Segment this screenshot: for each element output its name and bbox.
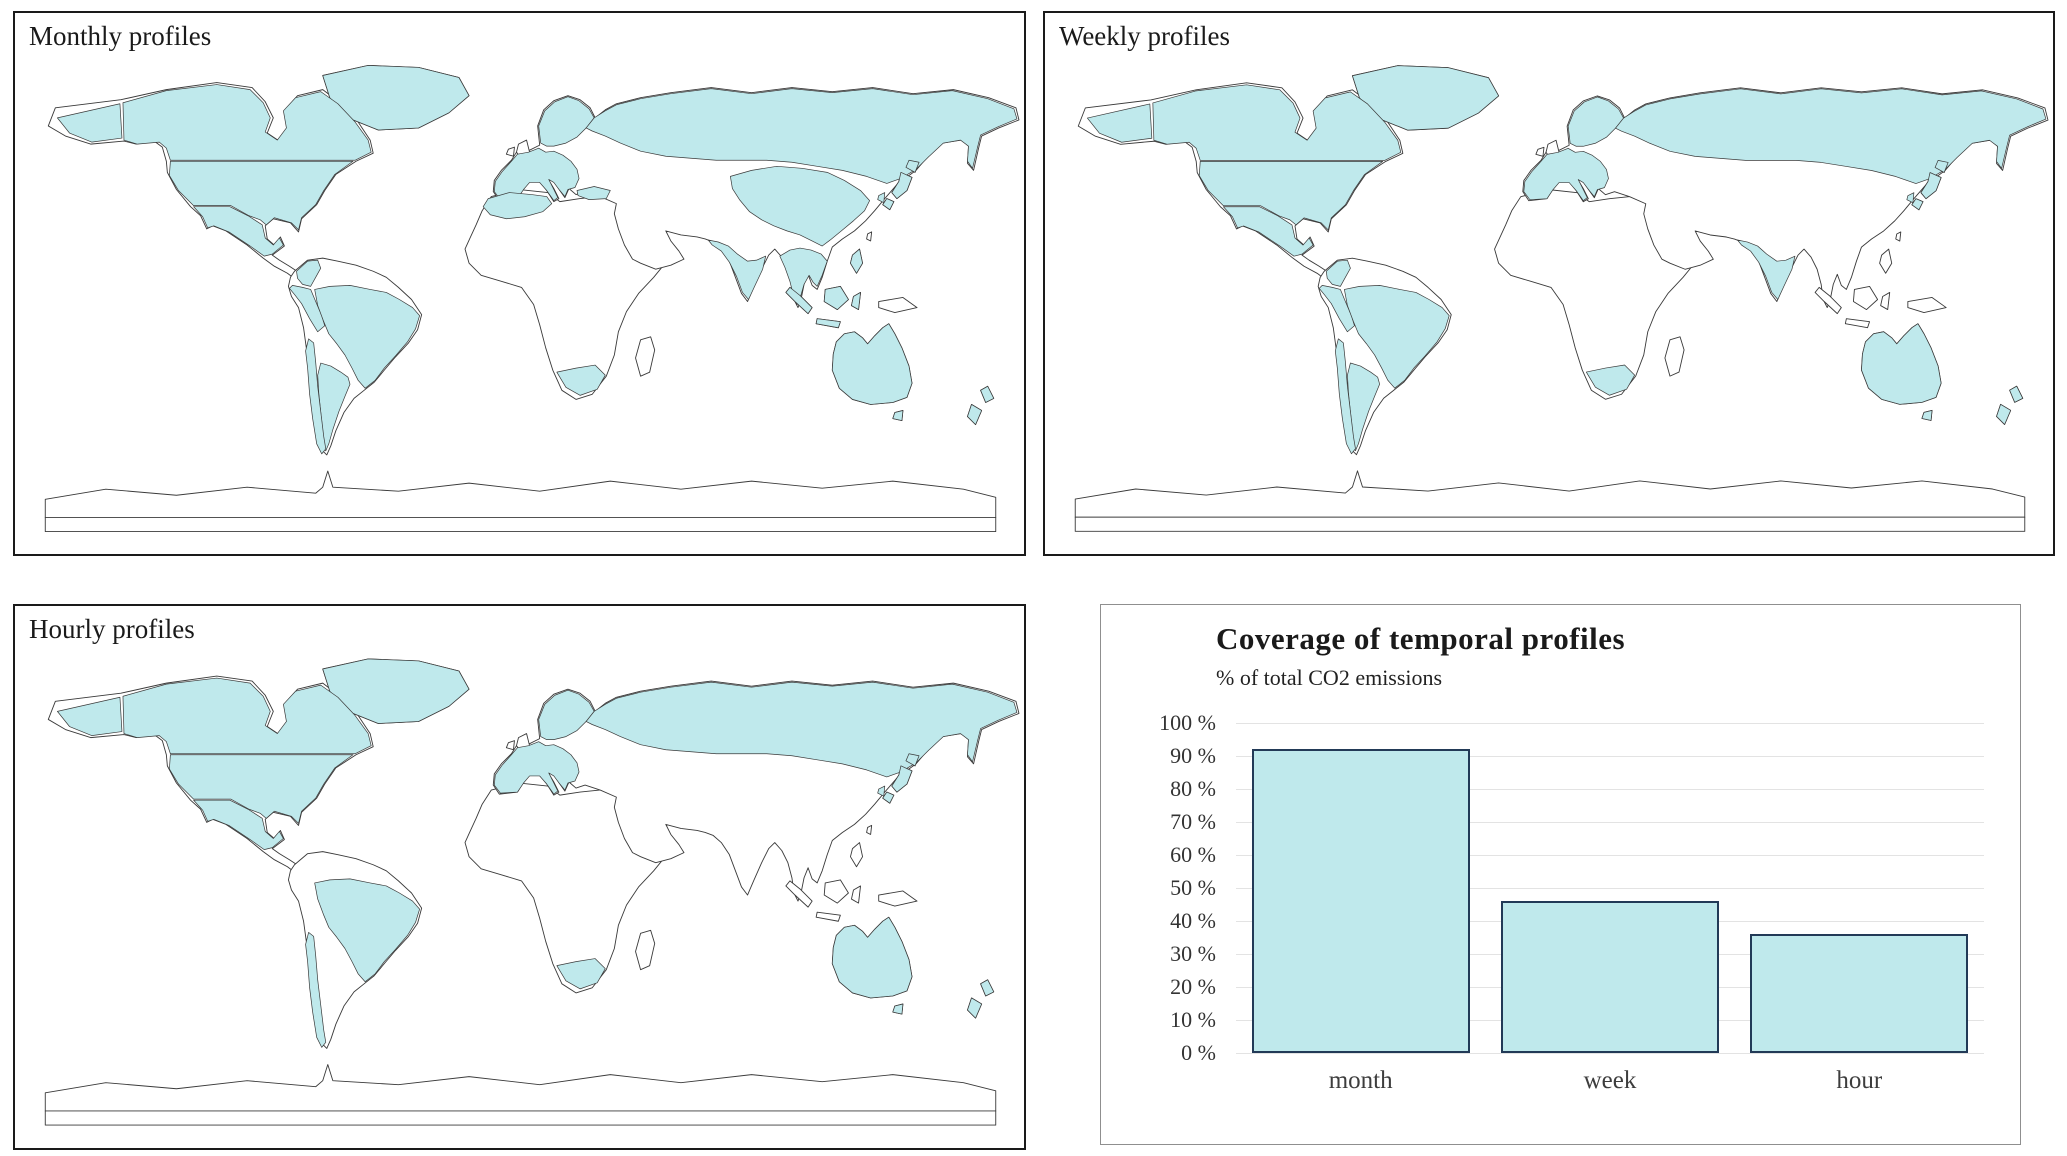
map-panel-hourly: Hourly profiles [13,604,1026,1150]
y-tick-label: 60 % [1170,842,1216,867]
y-tick-label: 20 % [1170,974,1216,999]
x-tick-label: week [1583,1067,1637,1094]
gridline [1236,756,1984,757]
gridline [1236,1053,1984,1054]
y-tick-label: 80 % [1170,776,1216,801]
y-tick-label: 40 % [1170,908,1216,933]
bar-chart: 0 % 10 % 20 % 30 % 40 % 50 % 60 % 70 % 80 % 90 % 1… [1101,710,2020,1144]
bar-week [1500,901,1720,1053]
y-tick-label: 0 % [1181,1040,1216,1065]
y-tick-label: 50 % [1170,875,1216,900]
chart-plot [1236,723,1984,1054]
map-panel-weekly: Weekly profiles [1043,11,2055,556]
chart-subtitle: % of total CO2 emissions [1216,665,1443,690]
gridline [1236,723,1984,724]
map-title-hourly: Hourly profiles [29,614,195,644]
y-tick-label: 30 % [1170,941,1216,966]
y-tick-label: 70 % [1170,809,1216,834]
gridline [1236,789,1984,790]
y-tick-label: 10 % [1170,1007,1216,1032]
map-title-monthly: Monthly profiles [29,21,212,51]
y-tick-label: 100 % [1159,710,1216,735]
gridline [1236,822,1984,823]
y-axis-labels: 0 % 10 % 20 % 30 % 40 % 50 % 60 % 70 % 80 % 90 % 1… [1101,710,1226,1065]
world-map-hourly [15,640,1024,1146]
gridline [1236,888,1984,889]
world-map-monthly [15,47,1024,552]
x-tick-label: month [1328,1067,1393,1094]
map-panel-monthly: Monthly profiles [13,11,1026,556]
world-map-weekly [1045,47,2053,552]
chart-title: Coverage of temporal profiles [1216,621,1626,656]
bar-month [1251,749,1470,1053]
chart-header: Coverage of temporal profiles % of total… [1216,621,1625,691]
bar-hour [1750,934,1969,1053]
x-axis-labels: month week hour [1236,1061,1984,1105]
x-tick-label: hour [1836,1067,1883,1094]
chart-panel: Coverage of temporal profiles % of total… [1100,604,2021,1145]
y-tick-label: 90 % [1170,743,1216,768]
gridline [1236,855,1984,856]
map-title-weekly: Weekly profiles [1059,21,1231,51]
